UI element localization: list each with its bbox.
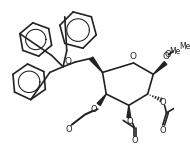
Text: Me: Me	[169, 47, 180, 56]
Text: O: O	[131, 136, 138, 145]
Text: O: O	[165, 50, 171, 59]
Polygon shape	[127, 105, 131, 118]
Text: O: O	[91, 105, 97, 114]
Text: O: O	[64, 57, 71, 66]
Polygon shape	[97, 94, 106, 106]
Polygon shape	[90, 57, 102, 72]
Text: O: O	[129, 52, 136, 61]
Text: O: O	[159, 98, 166, 107]
Text: O: O	[159, 126, 166, 135]
Text: O: O	[162, 52, 169, 61]
Text: Me: Me	[180, 42, 190, 51]
Text: O: O	[127, 117, 133, 126]
Polygon shape	[153, 62, 167, 74]
Text: O: O	[65, 125, 72, 134]
